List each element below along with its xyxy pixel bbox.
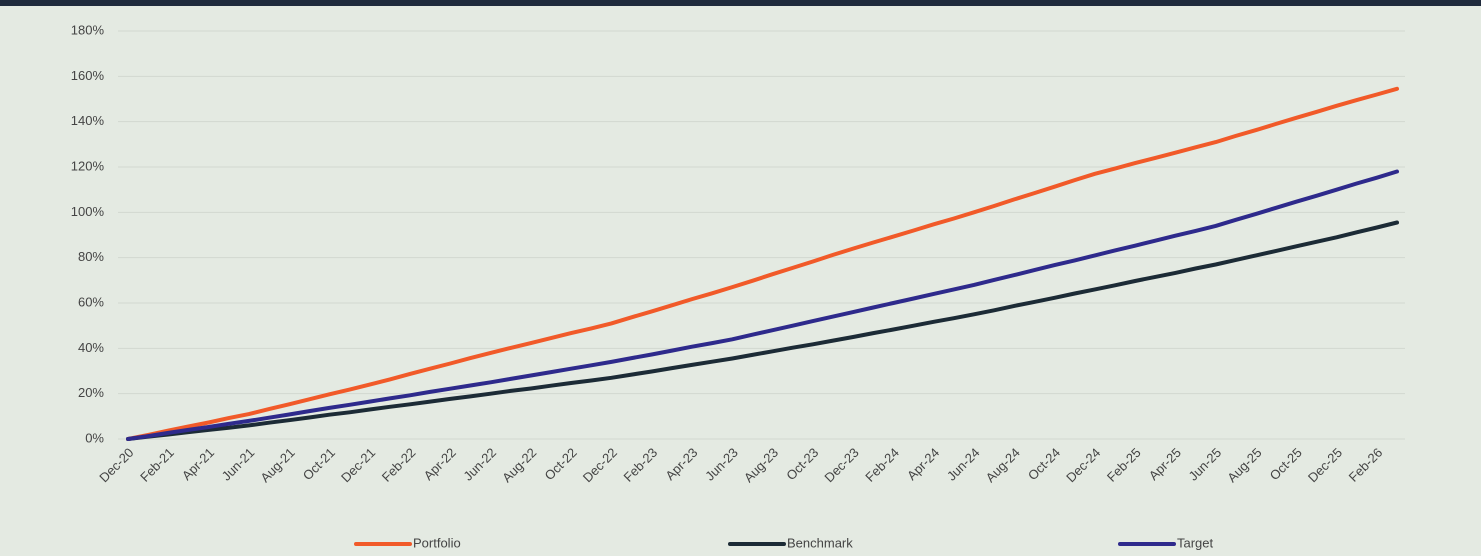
y-tick-label: 100%	[71, 204, 105, 219]
series-line	[126, 169, 1399, 441]
y-tick-label: 160%	[71, 68, 105, 83]
top-band	[0, 0, 1481, 6]
y-tick-label: 20%	[78, 385, 104, 400]
y-tick-label: 0%	[85, 430, 104, 445]
series-line	[126, 86, 1399, 441]
y-tick-label: 40%	[78, 340, 104, 355]
series-line	[126, 220, 1399, 441]
y-tick-label: 120%	[71, 158, 105, 173]
legend-label: Benchmark	[787, 535, 853, 550]
legend-label: Target	[1177, 535, 1214, 550]
y-tick-label: 180%	[71, 22, 105, 37]
y-tick-label: 60%	[78, 294, 104, 309]
legend-label: Portfolio	[413, 535, 461, 550]
y-tick-label: 80%	[78, 249, 104, 264]
y-tick-label: 140%	[71, 113, 105, 128]
